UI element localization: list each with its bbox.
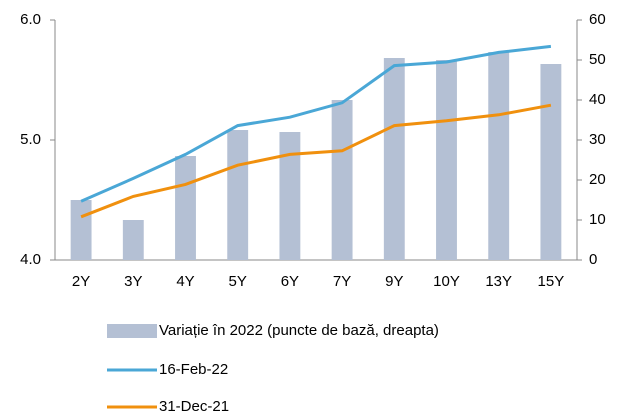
x-tick-label: 9Y bbox=[385, 273, 403, 290]
bar bbox=[540, 64, 562, 260]
y2-tick-label: 40 bbox=[589, 91, 606, 108]
bar bbox=[122, 220, 144, 260]
y-tick-label: 4.0 bbox=[20, 251, 41, 268]
x-tick-label: 10Y bbox=[433, 273, 460, 290]
y2-tick-label: 0 bbox=[589, 251, 597, 268]
bar bbox=[279, 132, 301, 260]
x-tick-label: 4Y bbox=[176, 273, 194, 290]
legend-label: 16-Feb-22 bbox=[159, 361, 228, 378]
y-tick-label: 6.0 bbox=[20, 11, 41, 28]
x-tick-label: 6Y bbox=[281, 273, 299, 290]
legend-label: Variație în 2022 (puncte de bază, dreapt… bbox=[159, 322, 439, 339]
y-tick-label: 5.0 bbox=[20, 131, 41, 148]
x-tick-label: 2Y bbox=[72, 273, 90, 290]
x-tick-label: 7Y bbox=[333, 273, 351, 290]
line bbox=[80, 103, 552, 219]
bar bbox=[227, 130, 249, 260]
y2-tick-label: 50 bbox=[589, 51, 606, 68]
x-tick-label: 5Y bbox=[229, 273, 247, 290]
y2-tick-label: 20 bbox=[589, 171, 606, 188]
bar bbox=[331, 100, 353, 260]
y2-tick-label: 60 bbox=[589, 11, 606, 28]
line bbox=[80, 44, 552, 203]
x-tick-label: 15Y bbox=[538, 273, 565, 290]
y2-tick-label: 30 bbox=[589, 131, 606, 148]
y2-tick-label: 10 bbox=[589, 211, 606, 228]
bar bbox=[175, 156, 196, 260]
legend-label: 31-Dec-21 bbox=[159, 398, 229, 415]
x-tick-label: 13Y bbox=[485, 273, 512, 290]
bar bbox=[383, 58, 405, 260]
x-tick-label: 3Y bbox=[124, 273, 142, 290]
bar bbox=[488, 52, 510, 260]
bar bbox=[70, 200, 92, 260]
legend-swatch bbox=[107, 324, 157, 338]
bar bbox=[436, 60, 457, 260]
